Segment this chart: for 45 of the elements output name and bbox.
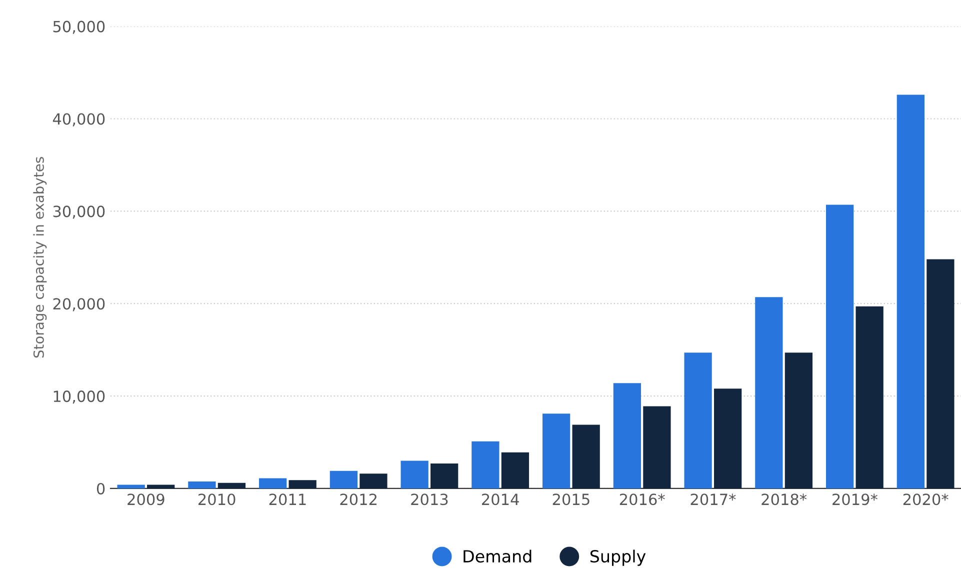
x-tick-label: 2020* <box>903 494 948 506</box>
y-tick-label: 10,000 <box>54 390 105 404</box>
bar <box>258 478 287 488</box>
x-tick-label: 2014 <box>482 494 519 506</box>
bar <box>926 259 954 488</box>
x-tick-label: 2018* <box>762 494 807 506</box>
x-tick-label: 2009 <box>128 494 164 506</box>
bar <box>684 352 712 488</box>
bar <box>643 406 671 488</box>
x-tick-label: 2011 <box>269 494 306 506</box>
bar <box>430 464 458 488</box>
x-tick-label: 2010 <box>198 494 236 506</box>
y-tick-label: 50,000 <box>53 20 105 34</box>
y-tick-label: 20,000 <box>53 298 105 312</box>
legend-label: Supply <box>590 550 646 566</box>
x-tick-label: 2012 <box>340 494 376 506</box>
bar <box>826 204 854 488</box>
y-tick-label: 40,000 <box>52 113 105 126</box>
bar <box>147 484 175 488</box>
bar <box>613 383 642 488</box>
bar <box>501 452 530 488</box>
x-tick-label: 2016* <box>620 494 665 506</box>
x-tick-label: 2017* <box>690 494 736 506</box>
bar <box>330 470 358 488</box>
x-tick-label: 2013 <box>411 494 448 506</box>
bar <box>360 474 388 488</box>
x-tick-label: 2019* <box>832 494 878 506</box>
y-tick-label: 30,000 <box>53 206 105 219</box>
bar <box>714 388 742 488</box>
bar <box>117 484 145 488</box>
bar <box>784 352 813 488</box>
bar <box>218 482 246 488</box>
bar <box>400 460 428 488</box>
bar <box>288 480 316 488</box>
bar <box>856 306 884 488</box>
bar <box>896 94 924 488</box>
legend-label: Demand <box>464 550 532 563</box>
y-axis-title: Storage capacity in exabytes <box>33 156 47 358</box>
bar <box>542 414 570 488</box>
x-tick-label: 2015 <box>552 494 590 506</box>
bar <box>755 297 783 488</box>
bar <box>572 424 600 488</box>
bar <box>188 482 216 488</box>
bar <box>472 441 500 488</box>
y-tick-label: 0 <box>96 482 105 494</box>
